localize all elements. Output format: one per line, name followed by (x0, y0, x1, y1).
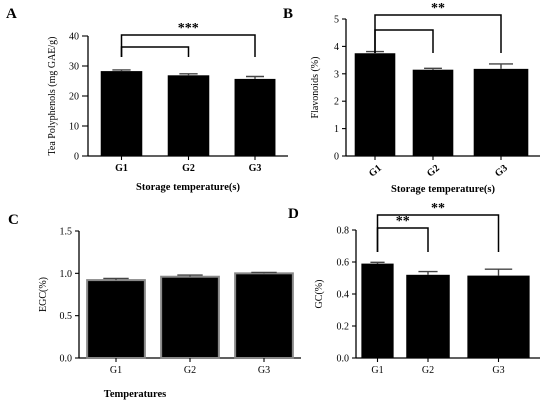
y-tick-label: 1.0 (60, 269, 73, 280)
bar (234, 78, 276, 156)
significance-bracket (376, 227, 429, 252)
y-tick-label: 30 (69, 62, 79, 73)
bar (86, 279, 146, 359)
chart-panel-d: 0.0 0.2 0.4 0.6 0.8 G1 G2 G3 GC(%) ** ** (314, 201, 540, 376)
bar (406, 274, 450, 358)
y-tick-label: 3 (334, 69, 339, 80)
panel-label-c: C (8, 212, 19, 228)
x-axis-title: Storage temperature(s) (136, 182, 240, 193)
y-axis-title: EGC(%) (38, 277, 49, 312)
y-tick-label: 0.5 (60, 311, 73, 322)
y-tick-label: 0 (74, 152, 79, 163)
y-tick-label: 40 (69, 32, 79, 43)
y-tick-label: 2 (334, 97, 339, 108)
x-axis-title: Temperatures (104, 389, 166, 400)
chart-panel-b: 0 1 2 3 4 5 G1 G2 G3 Storage temperature(s) Flavon… (310, 1, 540, 195)
bar (412, 69, 454, 156)
significance-stars: ** (431, 1, 445, 16)
x-tick-label: G2 (182, 163, 195, 174)
y-tick-label: 10 (69, 122, 79, 133)
bar (354, 53, 396, 156)
y-tick-label: 1.5 (60, 227, 73, 238)
y-tick-label: 0 (334, 152, 339, 163)
x-tick-label: G1 (110, 365, 122, 376)
x-tick-label: G1 (115, 163, 128, 174)
y-axis-title: GC(%) (314, 280, 325, 309)
y-axis-title: Tea Polyphenols (mg GAE/g) (47, 36, 58, 155)
significance-bracket (374, 14, 502, 53)
y-tick-label: 0.6 (337, 258, 350, 269)
significance-bracket (376, 214, 500, 252)
bar (167, 75, 210, 156)
x-tick-label: G3 (492, 365, 504, 376)
bar (473, 68, 529, 156)
x-tick-label: G1 (371, 365, 383, 376)
x-tick-label: G2 (184, 365, 196, 376)
y-tick-label: 1 (334, 124, 339, 135)
y-axis-title: Flavonoids (%) (310, 57, 321, 119)
x-tick-label: G2 (425, 163, 442, 180)
significance-bracket (120, 34, 256, 57)
y-tick-label: 0.8 (337, 226, 350, 237)
bar (234, 272, 294, 360)
chart-panel-c: 0.0 0.5 1.0 1.5 G1 G2 G3 Temperatures EGC(%) (38, 227, 301, 400)
y-tick-label: 5 (334, 15, 339, 26)
x-tick-label: G2 (422, 365, 434, 376)
y-tick-label: 4 (334, 42, 339, 53)
x-tick-label: G3 (258, 365, 270, 376)
y-tick-label: 0.4 (337, 290, 350, 301)
y-tick-label: 0.2 (337, 322, 350, 333)
x-tick-label: G3 (249, 163, 262, 174)
bar (467, 275, 530, 358)
panel-label-a: A (6, 6, 17, 22)
significance-stars: ** (396, 214, 410, 229)
significance-stars: *** (178, 21, 199, 36)
significance-bracket (374, 29, 434, 53)
chart-panel-a: 0 10 20 30 40 G1 G2 G3 Storage temperature(s) Tea… (47, 21, 288, 193)
bar (361, 263, 394, 358)
y-tick-label: 20 (69, 92, 79, 103)
panel-label-b: B (283, 6, 293, 22)
x-axis-title: Storage temperature(s) (391, 184, 495, 195)
significance-bracket (120, 46, 190, 57)
y-tick-label: 0.0 (60, 354, 73, 365)
x-tick-label: G3 (493, 163, 510, 180)
y-tick-label: 0.0 (337, 354, 350, 365)
x-tick-label: G1 (367, 163, 384, 180)
bar (100, 71, 143, 156)
panel-label-d: D (288, 206, 299, 222)
significance-stars: ** (431, 201, 445, 216)
bar (160, 275, 220, 359)
